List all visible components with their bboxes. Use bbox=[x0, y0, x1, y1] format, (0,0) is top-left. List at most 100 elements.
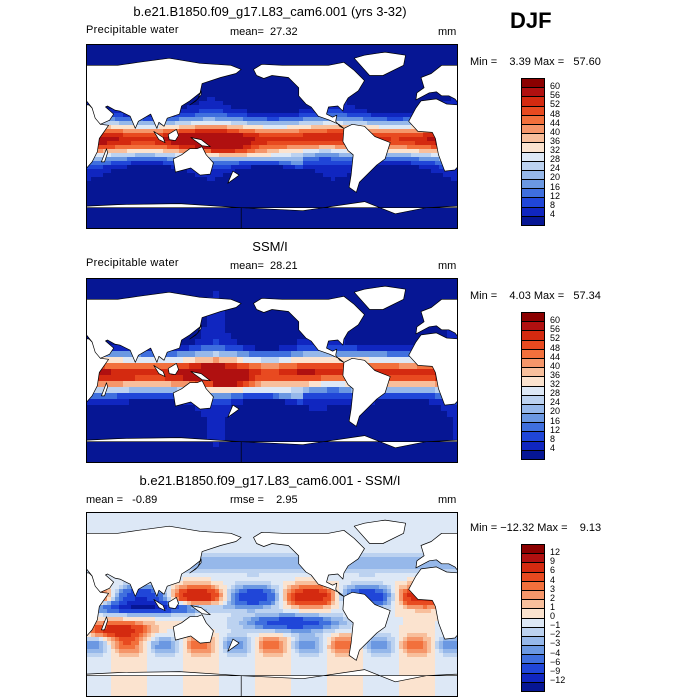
colorbar-tick-label: 56 bbox=[550, 324, 561, 335]
colorbar-box bbox=[522, 386, 544, 396]
colorbar-box bbox=[522, 581, 544, 591]
colorbar-tick-label: −6 bbox=[550, 656, 561, 667]
panel-1-map-canvas bbox=[87, 45, 457, 228]
colorbar-box bbox=[522, 682, 544, 691]
colorbar-box bbox=[522, 358, 544, 369]
colorbar-tick-label: 16 bbox=[550, 415, 561, 426]
colorbar-tick-label: 4 bbox=[550, 208, 556, 219]
panel-3-colorbar bbox=[521, 544, 545, 692]
colorbar-box bbox=[522, 395, 544, 405]
colorbar-box bbox=[522, 340, 544, 350]
panel-2-colorbar-ticks: 60 56 52 48 44 40 36 32 28 24 20 16 12 8 4 bbox=[550, 312, 590, 458]
colorbar-box bbox=[522, 216, 544, 225]
panel-3-minmax: Min = −12.32 Max = 9.13 bbox=[470, 522, 602, 534]
colorbar-tick-label: 36 bbox=[550, 135, 561, 146]
colorbar-tick-label: 48 bbox=[550, 342, 561, 353]
colorbar-box bbox=[522, 627, 544, 637]
colorbar-tick-label: 32 bbox=[550, 145, 561, 155]
colorbar-tick-label: 3 bbox=[550, 583, 556, 594]
season-label: DJF bbox=[510, 8, 552, 33]
colorbar-tick-label: −4 bbox=[550, 647, 561, 658]
colorbar-tick-label: 28 bbox=[550, 388, 561, 399]
colorbar-tick-label: 40 bbox=[550, 126, 561, 137]
colorbar-tick-label: 52 bbox=[550, 99, 561, 110]
colorbar-tick-label: 20 bbox=[550, 172, 561, 183]
panel-2-mean-label: mean= 28.21 bbox=[230, 260, 298, 272]
colorbar-box bbox=[522, 673, 544, 683]
panel-2-variable-label: Precipitable water bbox=[86, 257, 179, 269]
panel-2-units-label: mm bbox=[438, 260, 457, 272]
colorbar-box bbox=[522, 664, 544, 674]
colorbar-box bbox=[522, 368, 544, 378]
colorbar-box bbox=[522, 545, 544, 555]
panel-1-units-label: mm bbox=[438, 26, 457, 38]
colorbar-tick-label: 40 bbox=[550, 360, 561, 371]
colorbar-tick-label: 1 bbox=[550, 601, 556, 612]
colorbar-box bbox=[522, 432, 544, 442]
panel-2-colorbar bbox=[521, 312, 545, 460]
colorbar-tick-label: 44 bbox=[550, 351, 561, 362]
panel-3-map bbox=[86, 512, 458, 697]
colorbar-box bbox=[522, 636, 544, 647]
colorbar-tick-label: 4 bbox=[550, 442, 556, 453]
colorbar-tick-label: −12 bbox=[550, 674, 566, 685]
colorbar-box bbox=[522, 646, 544, 656]
colorbar-box bbox=[522, 655, 544, 665]
colorbar-tick-label: 24 bbox=[550, 397, 561, 408]
colorbar-box bbox=[522, 618, 544, 628]
colorbar-box bbox=[522, 554, 544, 564]
panel-3-title: b.e21.B1850.f09_g17.L83_cam6.001 - SSM/I bbox=[139, 473, 401, 488]
panel-1-minmax: Min = 3.39 Max = 57.60 bbox=[470, 56, 601, 68]
colorbar-box bbox=[522, 404, 544, 415]
colorbar-tick-label: 56 bbox=[550, 90, 561, 101]
colorbar-tick-label: 12 bbox=[550, 424, 561, 435]
colorbar-box bbox=[522, 572, 544, 582]
colorbar-tick-label: 12 bbox=[550, 190, 561, 201]
colorbar-tick-label: −2 bbox=[550, 629, 561, 640]
colorbar-box bbox=[522, 79, 544, 89]
panel-3-mean-label: mean = -0.89 bbox=[86, 494, 158, 506]
continent-outlines bbox=[87, 51, 457, 228]
colorbar-tick-label: 28 bbox=[550, 154, 561, 165]
colorbar-tick-label: 60 bbox=[550, 315, 561, 326]
panel-1-mean-label: mean= 27.32 bbox=[230, 26, 298, 38]
colorbar-box bbox=[522, 441, 544, 451]
colorbar-tick-label: 6 bbox=[550, 565, 556, 576]
colorbar-box bbox=[522, 189, 544, 199]
panel-2-map bbox=[86, 278, 458, 463]
colorbar-box bbox=[522, 563, 544, 573]
colorbar-tick-label: 4 bbox=[550, 574, 556, 585]
panel-3-rmse-label: rmse = 2.95 bbox=[230, 494, 298, 506]
colorbar-box bbox=[522, 322, 544, 332]
colorbar-tick-label: 0 bbox=[550, 611, 556, 621]
colorbar-box bbox=[522, 313, 544, 323]
colorbar-tick-label: 32 bbox=[550, 379, 561, 389]
colorbar-tick-label: 52 bbox=[550, 333, 561, 344]
colorbar-box bbox=[522, 377, 544, 387]
panel-2-title: SSM/I bbox=[252, 239, 288, 254]
colorbar-box bbox=[522, 88, 544, 98]
panel-3-colorbar-ticks: 12 9 6 4 3 2 1 0 −1 −2 −3 −4 −6 −9 −12 bbox=[550, 544, 590, 690]
colorbar-tick-label: 36 bbox=[550, 369, 561, 380]
colorbar-box bbox=[522, 590, 544, 601]
colorbar-box bbox=[522, 124, 544, 135]
colorbar-box bbox=[522, 450, 544, 459]
panel-1-colorbar bbox=[521, 78, 545, 226]
colorbar-tick-label: 2 bbox=[550, 592, 556, 603]
colorbar-box bbox=[522, 143, 544, 153]
colorbar-box bbox=[522, 331, 544, 341]
colorbar-tick-label: 8 bbox=[550, 199, 556, 210]
colorbar-tick-label: 12 bbox=[550, 547, 561, 558]
colorbar-tick-label: −3 bbox=[550, 638, 561, 649]
continent-outlines bbox=[87, 285, 457, 462]
colorbar-tick-label: −1 bbox=[550, 620, 561, 631]
colorbar-box bbox=[522, 609, 544, 619]
colorbar-tick-label: 60 bbox=[550, 81, 561, 92]
panel-2-map-canvas bbox=[87, 279, 457, 462]
colorbar-tick-label: −9 bbox=[550, 665, 561, 676]
colorbar-box bbox=[522, 161, 544, 171]
colorbar-tick-label: 24 bbox=[550, 163, 561, 174]
panel-1-map bbox=[86, 44, 458, 229]
panel-2-minmax: Min = 4.03 Max = 57.34 bbox=[470, 290, 601, 302]
colorbar-box bbox=[522, 134, 544, 144]
